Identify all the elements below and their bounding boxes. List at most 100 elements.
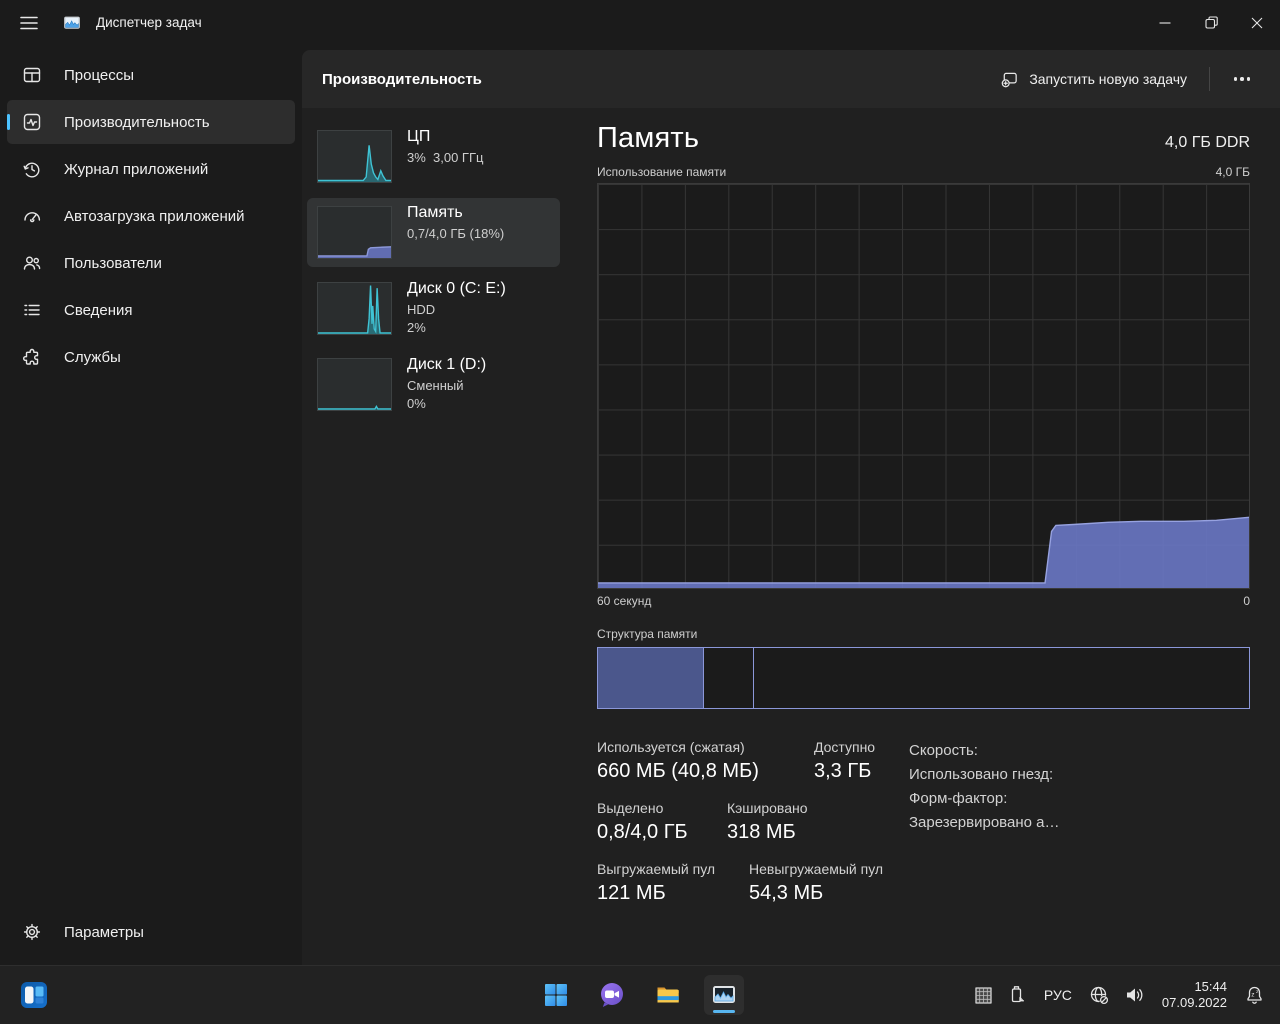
titlebar: Диспетчер задач xyxy=(0,0,1280,45)
page-header: Производительность Запустить новую задач… xyxy=(302,50,1280,108)
sidebar: Процессы Производительность Журнал прило… xyxy=(0,45,302,965)
close-button[interactable] xyxy=(1234,0,1280,45)
svg-text:z: z xyxy=(1251,991,1254,998)
services-puzzle-icon xyxy=(23,348,39,365)
file-explorer-button[interactable] xyxy=(648,975,688,1015)
perf-item-sub: Сменный xyxy=(407,378,464,393)
page-title: Производительность xyxy=(322,70,482,88)
sidebar-item-settings[interactable]: Параметры xyxy=(7,910,295,954)
performance-sidebar-list: ЦП 3% 3,00 ГГц Память 0,7/4,0 ГБ (18%) Д… xyxy=(302,108,597,965)
hamburger-menu-button[interactable] xyxy=(8,5,50,41)
sidebar-item-startup-apps[interactable]: Автозагрузка приложений xyxy=(7,194,295,238)
memory-usage-area xyxy=(598,184,1249,588)
perf-item-title: Память xyxy=(407,204,463,221)
volume-button[interactable] xyxy=(1118,975,1152,1015)
clock[interactable]: 15:44 07.09.2022 xyxy=(1154,979,1235,1011)
hardware-stats: Скорость: Использовано гнезд: Форм-факто… xyxy=(909,739,1059,922)
perf-item-sub: 2% xyxy=(407,320,426,335)
task-manager-taskbar-button[interactable] xyxy=(704,975,744,1015)
performance-icon xyxy=(23,113,41,131)
stat-value: 54,3 МБ xyxy=(749,882,824,904)
memory-composition-label: Структура памяти xyxy=(597,627,698,641)
perf-item-cpu[interactable]: ЦП 3% 3,00 ГГц xyxy=(307,122,560,191)
perf-item-sub: 0,7/4,0 ГБ (18%) xyxy=(407,226,505,241)
header-divider xyxy=(1209,67,1210,91)
memory-sparkline xyxy=(317,206,392,259)
restore-button[interactable] xyxy=(1188,0,1234,45)
more-options-button[interactable] xyxy=(1222,62,1262,96)
stat-label: Форм-фактор: xyxy=(909,790,1008,807)
stat-value: 3,3 ГБ xyxy=(814,760,872,782)
stat-label: Используется (сжатая) xyxy=(597,739,745,755)
memory-title: Память xyxy=(597,122,700,154)
ellipsis-icon xyxy=(1233,77,1238,81)
perf-item-disk0[interactable]: Диск 0 (C: E:) HDD 2% xyxy=(307,274,560,343)
memory-composition-bar xyxy=(597,647,1250,709)
memory-capacity: 4,0 ГБ DDR xyxy=(1165,134,1250,151)
perf-item-disk1[interactable]: Диск 1 (D:) Сменный 0% xyxy=(307,350,560,419)
sidebar-item-app-history[interactable]: Журнал приложений xyxy=(7,147,295,191)
gear-icon xyxy=(23,923,41,941)
perf-item-sub: HDD xyxy=(407,302,436,317)
composition-modified-segment xyxy=(704,648,755,708)
stat-label: Использовано гнезд: xyxy=(909,766,1054,783)
window-title: Диспетчер задач xyxy=(96,15,202,30)
task-manager-icon xyxy=(713,986,735,1003)
perf-item-title: Диск 1 (D:) xyxy=(407,356,487,373)
cpu-sparkline xyxy=(317,130,392,183)
stat-label: Кэшировано xyxy=(727,800,808,816)
run-new-task-label: Запустить новую задачу xyxy=(1029,71,1187,87)
new-task-icon xyxy=(1001,72,1018,87)
hidden-icons-button[interactable] xyxy=(968,975,999,1015)
widgets-icon xyxy=(21,982,47,1008)
sidebar-item-details[interactable]: Сведения xyxy=(7,288,295,332)
stat-label: Выгружаемый пул xyxy=(597,861,716,877)
stat-value: 0,8/4,0 ГБ xyxy=(597,821,688,843)
memory-usage-graph xyxy=(597,183,1250,589)
disk1-sparkline xyxy=(317,358,392,411)
usage-graph-label: Использование памяти xyxy=(597,165,727,179)
chat-button[interactable] xyxy=(592,975,632,1015)
perf-item-title: Диск 0 (C: E:) xyxy=(407,280,506,297)
date: 07.09.2022 xyxy=(1161,995,1227,1010)
sidebar-item-label: Сведения xyxy=(64,301,133,319)
usb-device-icon xyxy=(1011,986,1024,1003)
sidebar-item-label: Производительность xyxy=(64,113,210,131)
widgets-button[interactable] xyxy=(14,975,54,1015)
network-offline-icon xyxy=(1090,986,1109,1005)
perf-item-memory[interactable]: Память 0,7/4,0 ГБ (18%) xyxy=(307,198,560,267)
time-axis-right: 0 xyxy=(1243,594,1250,608)
usage-graph-max: 4,0 ГБ xyxy=(1215,165,1250,179)
time: 15:44 xyxy=(1194,979,1227,994)
stat-value: 121 МБ xyxy=(597,882,666,904)
sidebar-item-services[interactable]: Службы xyxy=(7,335,295,379)
perf-item-title: ЦП xyxy=(407,128,431,145)
stat-label: Скорость: xyxy=(909,742,978,759)
sidebar-item-users[interactable]: Пользователи xyxy=(7,241,295,285)
sidebar-item-label: Процессы xyxy=(64,66,135,84)
processes-icon xyxy=(23,67,41,83)
sidebar-item-label: Журнал приложений xyxy=(64,160,209,178)
network-status-button[interactable] xyxy=(1083,975,1116,1015)
details-list-icon xyxy=(24,304,40,316)
start-button[interactable] xyxy=(536,975,576,1015)
disk0-sparkline xyxy=(317,282,392,335)
sidebar-item-performance[interactable]: Производительность xyxy=(7,100,295,144)
svg-text:z: z xyxy=(1256,989,1259,994)
language-indicator[interactable]: РУС xyxy=(1035,987,1081,1003)
usb-device-button[interactable] xyxy=(1001,975,1033,1015)
chat-icon xyxy=(601,983,623,1007)
stat-value: 318 МБ xyxy=(727,821,796,843)
task-manager-app-icon xyxy=(62,13,82,33)
sidebar-item-label: Пользователи xyxy=(64,254,162,272)
sidebar-item-processes[interactable]: Процессы xyxy=(7,53,295,97)
start-icon xyxy=(545,984,567,1006)
minimize-button[interactable] xyxy=(1142,0,1188,45)
run-new-task-button[interactable]: Запустить новую задачу xyxy=(990,63,1197,96)
time-axis-left: 60 секунд xyxy=(597,594,652,608)
hidden-grid-icon xyxy=(975,986,992,1004)
perf-item-sub: 3% 3,00 ГГц xyxy=(407,150,484,165)
